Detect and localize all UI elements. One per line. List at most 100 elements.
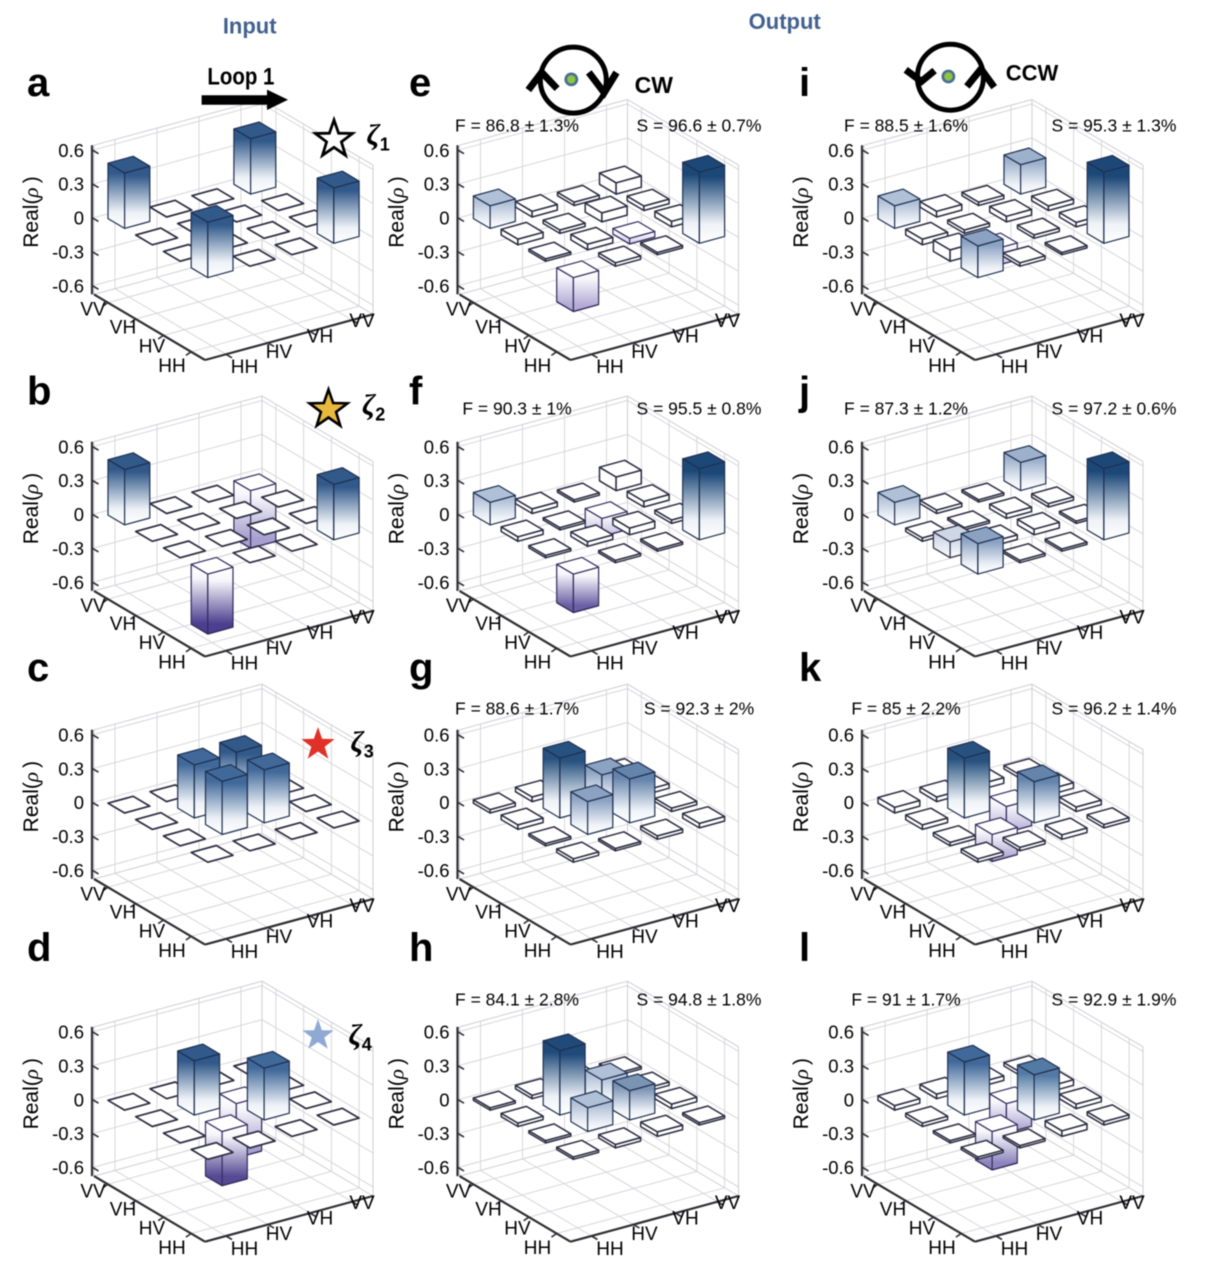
svg-text:k: k	[799, 646, 822, 690]
svg-text:F = 88.6 ± 1.7%: F = 88.6 ± 1.7%	[455, 699, 579, 719]
svg-text:F = 91 ± 1.7%: F = 91 ± 1.7%	[851, 990, 960, 1010]
svg-text:VV: VV	[850, 884, 876, 905]
svg-text:i: i	[799, 61, 810, 105]
svg-text:-0.3: -0.3	[52, 242, 84, 263]
svg-text:VH: VH	[672, 911, 698, 932]
svg-text:d: d	[27, 926, 51, 970]
svg-text:VH: VH	[110, 902, 136, 923]
svg-text:Input: Input	[223, 14, 277, 39]
svg-text:S = 94.8 ± 1.8%: S = 94.8 ± 1.8%	[637, 990, 762, 1010]
svg-text:0.3: 0.3	[424, 470, 450, 491]
svg-text:VV: VV	[1119, 1193, 1145, 1214]
svg-text:HH: HH	[1001, 654, 1028, 675]
svg-text:HH: HH	[231, 654, 258, 675]
svg-text:VH: VH	[307, 911, 333, 932]
svg-text:VV: VV	[446, 300, 472, 321]
svg-text:HV: HV	[1036, 342, 1063, 363]
svg-text:l: l	[799, 926, 810, 970]
svg-text:VV: VV	[80, 884, 106, 905]
svg-text:HH: HH	[928, 356, 955, 377]
svg-text:HH: HH	[158, 941, 185, 962]
svg-text:Real(ρ ): Real(ρ )	[19, 473, 43, 544]
svg-text:0.6: 0.6	[828, 140, 854, 161]
svg-text:Output: Output	[749, 9, 822, 34]
svg-text:0.6: 0.6	[58, 724, 84, 745]
svg-text:VV: VV	[715, 311, 741, 332]
svg-text:f: f	[409, 370, 423, 414]
svg-text:HV: HV	[139, 1218, 166, 1239]
svg-text:CCW: CCW	[1006, 61, 1059, 86]
svg-text:F = 84.1 ± 2.8%: F = 84.1 ± 2.8%	[455, 990, 579, 1010]
svg-text:HV: HV	[909, 1218, 936, 1239]
svg-text:0: 0	[439, 1089, 449, 1110]
svg-text:0.6: 0.6	[828, 1022, 854, 1043]
svg-text:HH: HH	[928, 941, 955, 962]
svg-text:HV: HV	[631, 927, 658, 948]
svg-text:VV: VV	[1119, 311, 1145, 332]
svg-text:VH: VH	[110, 318, 136, 339]
svg-text:VV: VV	[446, 1181, 472, 1202]
svg-text:0: 0	[439, 208, 449, 229]
svg-text:0.6: 0.6	[58, 140, 84, 161]
svg-text:HH: HH	[1001, 942, 1028, 963]
svg-text:HH: HH	[928, 653, 955, 674]
svg-text:c: c	[27, 646, 49, 690]
svg-text:-0.3: -0.3	[822, 538, 854, 559]
svg-text:-0.3: -0.3	[822, 1123, 854, 1144]
svg-text:VV: VV	[80, 596, 106, 617]
svg-text:0: 0	[439, 504, 449, 525]
svg-text:-0.6: -0.6	[52, 860, 84, 881]
svg-text:-0.3: -0.3	[822, 826, 854, 847]
svg-text:-0.6: -0.6	[52, 572, 84, 593]
svg-text:0: 0	[74, 504, 84, 525]
svg-text:VH: VH	[307, 1208, 333, 1229]
svg-text:HV: HV	[139, 337, 166, 358]
svg-text:b: b	[27, 370, 51, 414]
svg-text:HV: HV	[909, 633, 936, 654]
svg-text:HH: HH	[158, 1238, 185, 1259]
svg-text:HH: HH	[158, 356, 185, 377]
svg-text:-0.6: -0.6	[822, 275, 854, 296]
svg-text:HV: HV	[504, 921, 531, 942]
svg-text:0.6: 0.6	[424, 724, 450, 745]
svg-text:HV: HV	[631, 342, 658, 363]
svg-text:HV: HV	[139, 633, 166, 654]
svg-text:VV: VV	[446, 596, 472, 617]
svg-text:-0.3: -0.3	[52, 538, 84, 559]
svg-text:VH: VH	[880, 318, 906, 339]
svg-text:VV: VV	[715, 1193, 741, 1214]
svg-text:HH: HH	[1001, 1239, 1028, 1260]
svg-text:-0.3: -0.3	[418, 1123, 450, 1144]
svg-text:S = 95.3 ± 1.3%: S = 95.3 ± 1.3%	[1052, 116, 1177, 136]
svg-text:-0.6: -0.6	[822, 1157, 854, 1178]
svg-text:0.6: 0.6	[828, 436, 854, 457]
svg-text:a: a	[27, 61, 50, 105]
svg-text:Real(ρ ): Real(ρ )	[19, 1058, 43, 1129]
svg-text:HH: HH	[928, 1238, 955, 1259]
svg-text:e: e	[409, 61, 431, 105]
svg-text:VH: VH	[475, 1199, 501, 1220]
svg-text:HH: HH	[524, 653, 551, 674]
svg-text:g: g	[409, 646, 433, 690]
svg-text:-0.3: -0.3	[52, 1123, 84, 1144]
svg-text:HH: HH	[596, 654, 623, 675]
svg-text:S = 95.5 ± 0.8%: S = 95.5 ± 0.8%	[637, 399, 762, 419]
svg-text:HV: HV	[504, 633, 531, 654]
svg-text:Real(ρ ): Real(ρ )	[19, 761, 43, 832]
svg-text:HV: HV	[504, 1218, 531, 1239]
svg-text:-0.3: -0.3	[52, 826, 84, 847]
svg-text:0.6: 0.6	[424, 1022, 450, 1043]
svg-text:VV: VV	[80, 300, 106, 321]
svg-text:F = 88.5 ± 1.6%: F = 88.5 ± 1.6%	[844, 116, 968, 136]
svg-text:VH: VH	[1077, 911, 1103, 932]
svg-text:0.3: 0.3	[58, 1055, 84, 1076]
svg-text:VH: VH	[475, 614, 501, 635]
svg-text:0.3: 0.3	[424, 1055, 450, 1076]
svg-text:-0.6: -0.6	[52, 1157, 84, 1178]
svg-text:0: 0	[844, 504, 854, 525]
svg-text:HH: HH	[596, 942, 623, 963]
svg-text:0: 0	[74, 1089, 84, 1110]
svg-text:Real(ρ ): Real(ρ )	[789, 761, 813, 832]
svg-text:VH: VH	[307, 623, 333, 644]
svg-text:HH: HH	[596, 1239, 623, 1260]
